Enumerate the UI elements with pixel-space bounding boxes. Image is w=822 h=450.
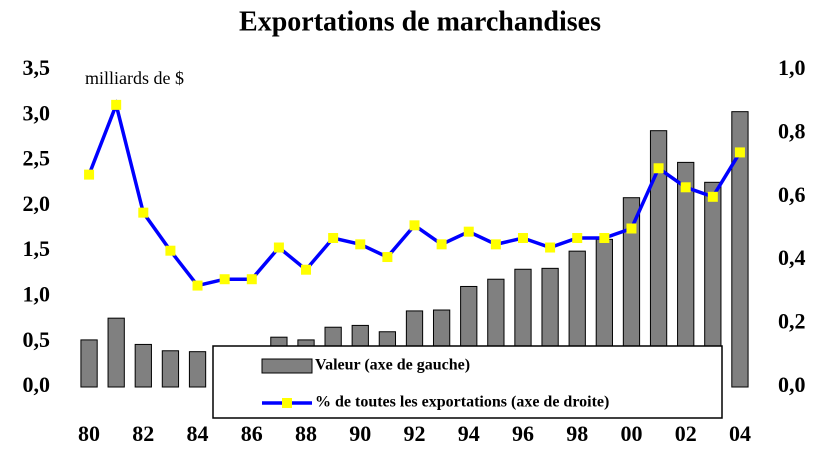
y-tick-label: 2,5 xyxy=(23,146,51,171)
x-tick-label: 92 xyxy=(404,421,426,446)
marker xyxy=(545,242,556,253)
legend-box xyxy=(212,345,723,419)
marker xyxy=(355,239,366,250)
legend-label: % de toutes les exportations (axe de dro… xyxy=(315,394,609,411)
y2-tick-label: 0,0 xyxy=(778,372,806,397)
marker xyxy=(111,99,122,110)
bar xyxy=(107,317,125,388)
x-tick-label: 98 xyxy=(566,421,588,446)
y2-tick-label: 0,8 xyxy=(778,118,806,143)
legend: Valeur (axe de gauche) % de toutes les ex… xyxy=(212,345,723,419)
marker xyxy=(192,280,203,291)
y2-tick-label: 1,0 xyxy=(778,55,806,80)
marker xyxy=(517,233,528,244)
x-tick-label: 04 xyxy=(729,421,751,446)
y-tick-label: 0,0 xyxy=(23,372,51,397)
x-tick-label: 86 xyxy=(241,421,263,446)
x-tick-label: 80 xyxy=(78,421,100,446)
marker xyxy=(246,274,257,285)
marker xyxy=(680,182,691,193)
marker xyxy=(409,220,420,231)
marker xyxy=(653,163,664,174)
y-tick-label: 3,5 xyxy=(23,55,51,80)
bar xyxy=(188,351,207,388)
marker xyxy=(734,147,745,158)
y-tick-label: 2,0 xyxy=(23,191,51,216)
line xyxy=(87,99,742,288)
x-tick-label: 94 xyxy=(458,421,480,446)
marker xyxy=(572,233,583,244)
subtitle: milliards de $ xyxy=(85,68,184,88)
y2-tick-label: 0,2 xyxy=(778,309,806,334)
marker xyxy=(219,274,230,285)
marker xyxy=(626,223,637,234)
chart-title: Exportations de marchandises xyxy=(239,6,601,37)
y-tick-label: 1,5 xyxy=(23,236,51,261)
bar xyxy=(731,111,749,388)
marker xyxy=(463,226,474,237)
x-tick-label: 96 xyxy=(512,421,534,446)
marker xyxy=(301,264,312,275)
marker xyxy=(436,239,447,250)
x-tick-label: 90 xyxy=(349,421,371,446)
bar xyxy=(134,343,152,388)
x-tick-label: 00 xyxy=(620,421,642,446)
marker xyxy=(599,233,610,244)
bar xyxy=(80,339,98,388)
legend-marker xyxy=(282,398,292,408)
marker xyxy=(84,169,95,180)
marker xyxy=(328,233,339,244)
x-tick-label: 84 xyxy=(187,421,209,446)
x-tick-label: 88 xyxy=(295,421,317,446)
marker xyxy=(490,239,501,250)
y-tick-label: 0,5 xyxy=(23,327,51,352)
legend-label: Valeur (axe de gauche) xyxy=(315,357,470,374)
y2-tick-label: 0,4 xyxy=(778,245,806,270)
x-tick-label: 02 xyxy=(675,421,697,446)
x-tick-label: 82 xyxy=(132,421,154,446)
y2-tick-label: 0,6 xyxy=(778,182,806,207)
marker xyxy=(138,207,149,218)
legend-swatch xyxy=(261,358,313,374)
marker xyxy=(273,242,284,253)
marker xyxy=(382,252,393,263)
y-tick-label: 3,0 xyxy=(23,100,51,125)
marker xyxy=(165,245,176,256)
bar xyxy=(161,350,180,388)
marker xyxy=(707,191,718,202)
y-tick-label: 1,0 xyxy=(23,281,51,306)
